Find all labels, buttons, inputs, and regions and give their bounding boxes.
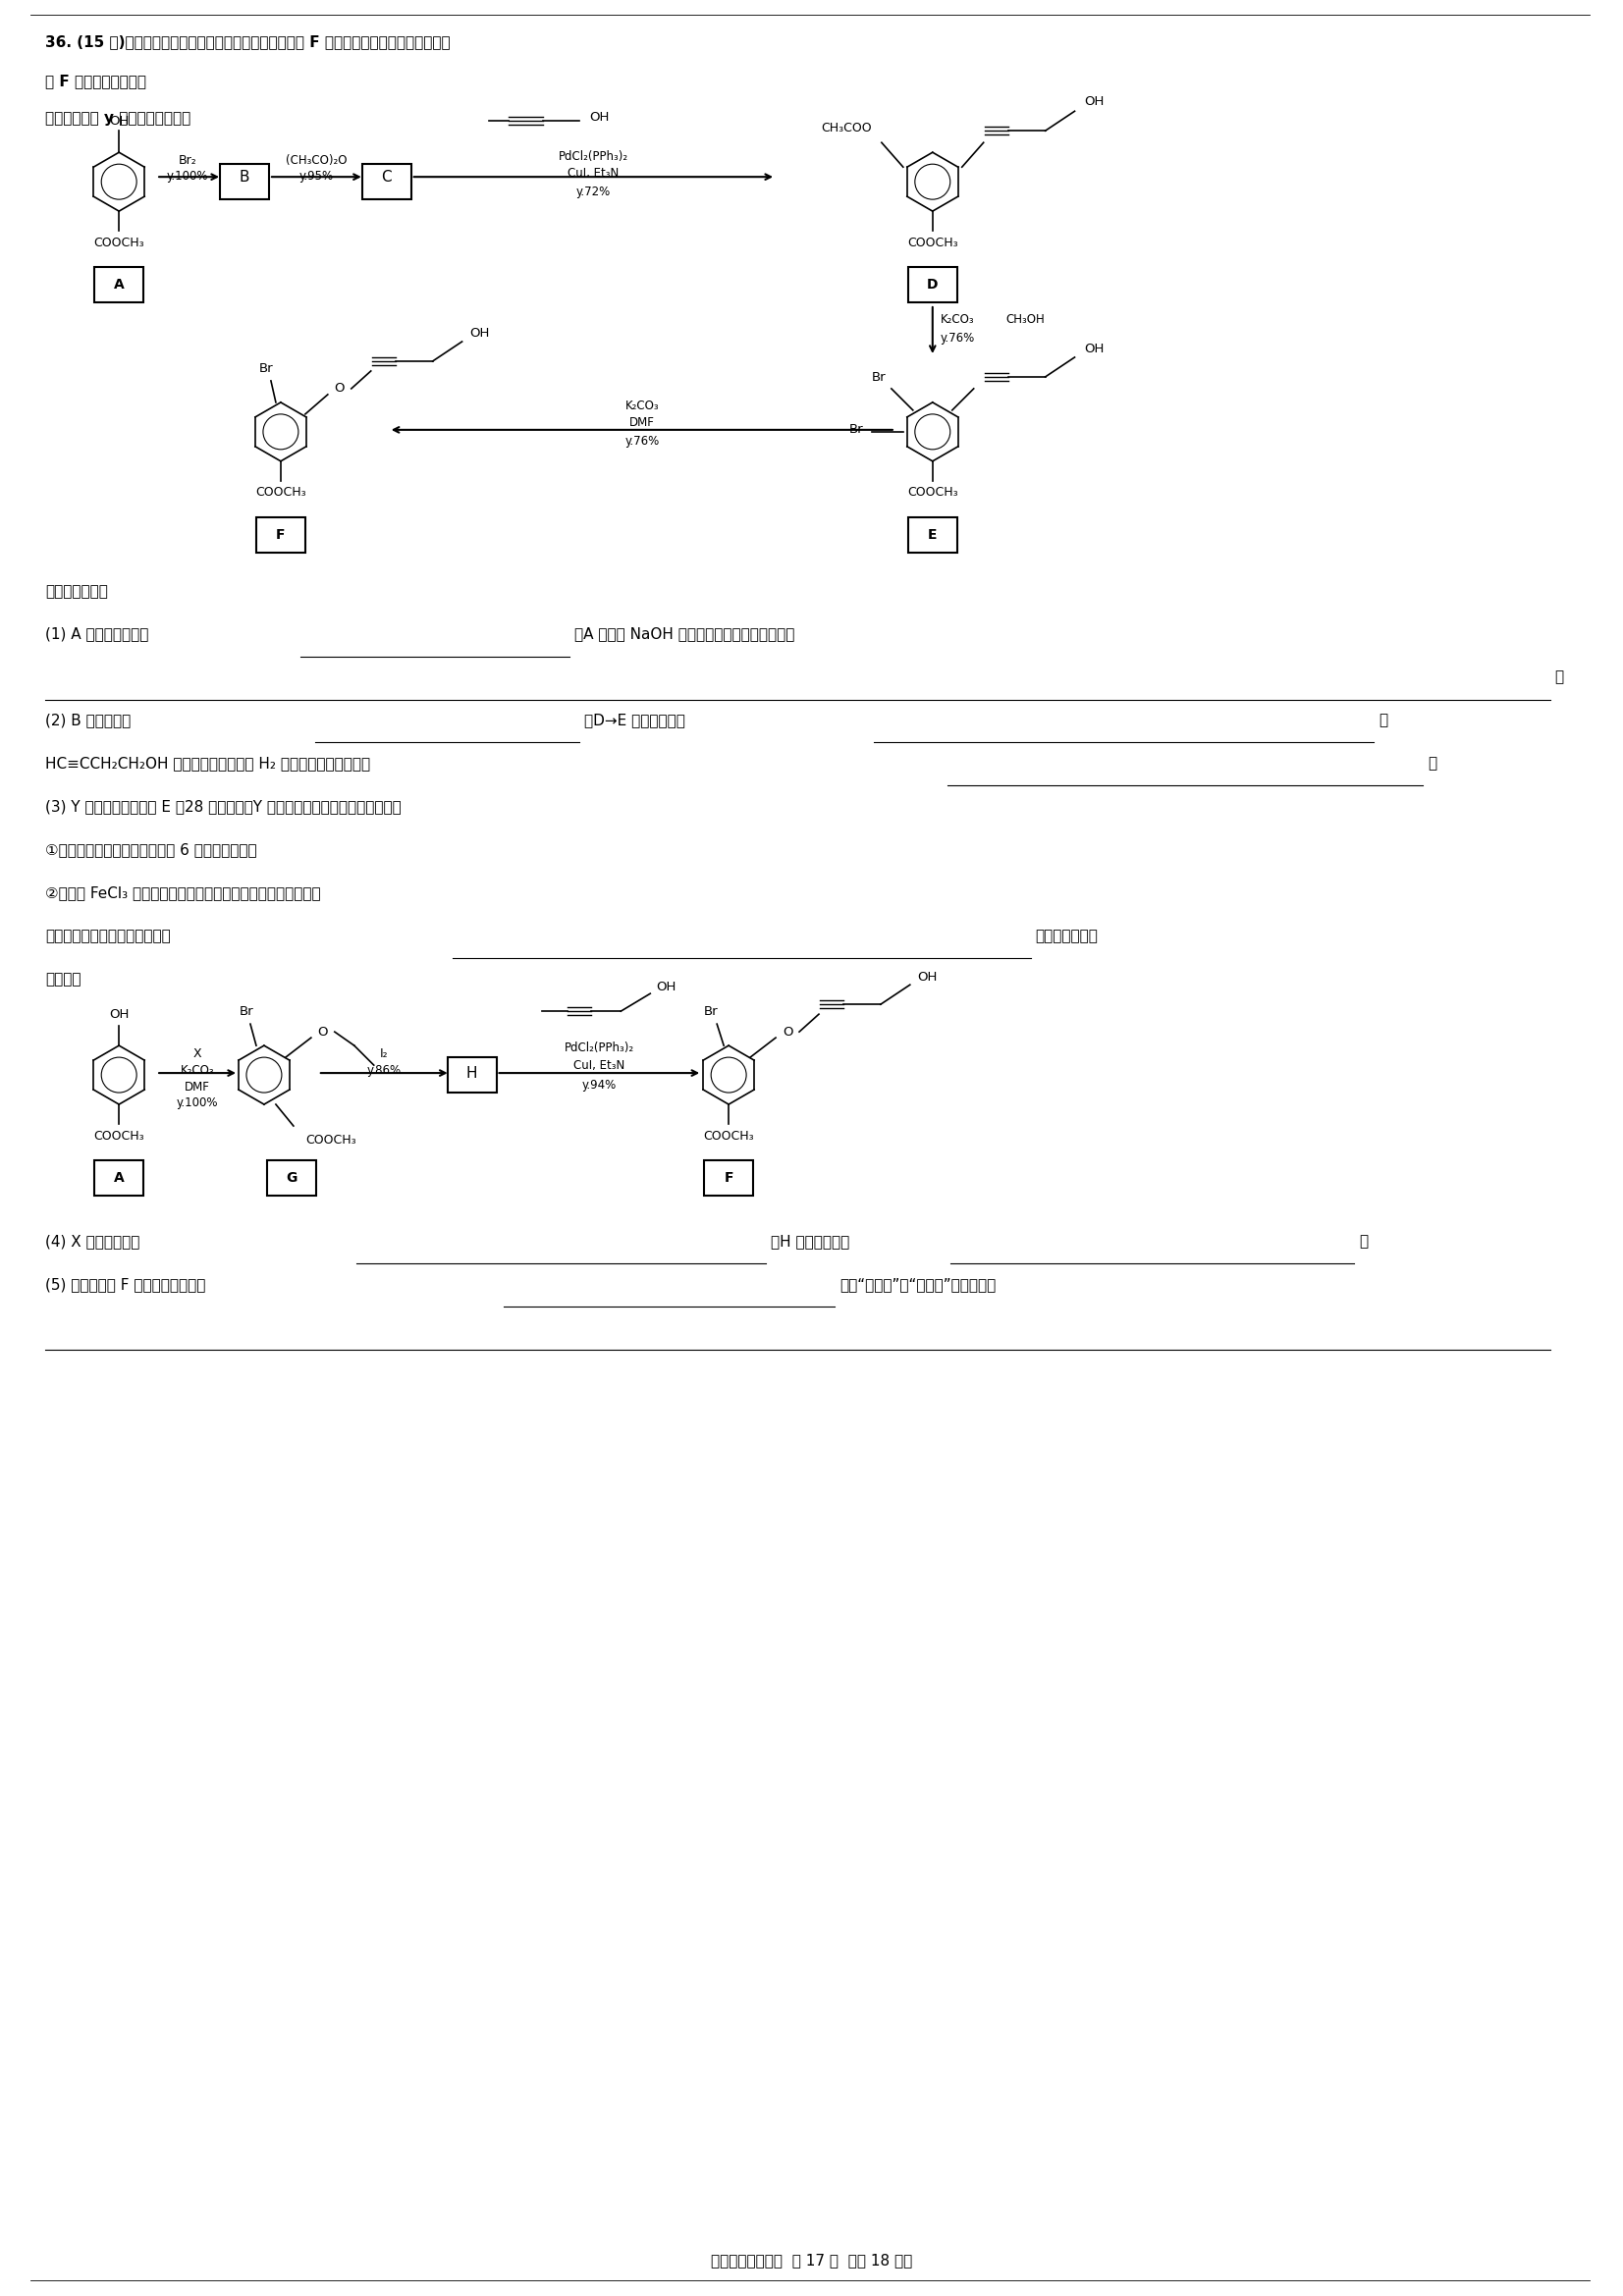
Text: B: B [239,170,250,184]
Text: ，: ， [1378,714,1388,728]
Text: 写出该同分异构体的结构简式：: 写出该同分异构体的结构简式： [45,930,170,944]
Text: I₂: I₂ [380,1047,388,1061]
Text: 。: 。 [1358,1233,1368,1249]
Text: G: G [286,1171,297,1185]
Bar [221,163,269,200]
Text: y.72%: y.72% [576,186,610,197]
Text: CuI, Et₃N: CuI, Et₃N [568,168,618,179]
Bar [94,266,143,303]
Text: Br: Br [704,1006,719,1017]
Text: COOCH₃: COOCH₃ [907,487,958,498]
Text: K₂CO₃: K₂CO₃ [625,400,659,413]
Text: 是 F 的两种合成路线：: 是 F 的两种合成路线： [45,73,146,90]
Text: OH: OH [589,110,609,124]
Text: 。: 。 [1555,670,1565,684]
Text: X: X [193,1047,201,1061]
Text: ②不能与 FeCl₃ 发生显色反应，但水解产物之一能发生此反应；: ②不能与 FeCl₃ 发生显色反应，但水解产物之一能发生此反应； [45,886,321,900]
Text: OH: OH [656,980,675,994]
Bar [907,266,958,303]
Text: A: A [114,278,125,292]
Text: K₂CO₃: K₂CO₃ [180,1063,214,1077]
Text: y.100%: y.100% [177,1095,217,1109]
Text: 路线一（图中 y 表示每步产率）：: 路线一（图中 y 表示每步产率）： [45,110,192,126]
Bar [268,1159,316,1196]
Text: y.86%: y.86% [367,1063,401,1077]
Text: ，A 与足量 NaOH 溨液反应的化学反应方程式是: ，A 与足量 NaOH 溨液反应的化学反应方程式是 [575,627,795,641]
Text: （任写一种）。: （任写一种）。 [1035,930,1099,944]
Text: Br: Br [258,363,273,377]
Text: (2) B 的分子式是: (2) B 的分子式是 [45,714,131,728]
Text: O: O [782,1026,792,1038]
Text: OH: OH [109,1008,128,1019]
Text: 36. (15 分)盐酸奥洛他定是一类高效抗过敏药物，化合物 F 是合成该类药物的中间体。以下: 36. (15 分)盐酸奥洛他定是一类高效抗过敏药物，化合物 F 是合成该类药物… [45,34,451,51]
Text: (5) 合成化合物 F 最好选用哪种路线: (5) 合成化合物 F 最好选用哪种路线 [45,1277,206,1293]
Text: CH₃COO: CH₃COO [821,122,872,133]
Text: K₂CO₃: K₂CO₃ [940,312,974,326]
Text: y.94%: y.94% [583,1079,617,1091]
Text: C: C [381,170,391,184]
Text: 回答下列问题：: 回答下列问题： [45,583,109,599]
Text: F: F [724,1171,734,1185]
Text: y.95%: y.95% [299,170,333,181]
Text: PdCl₂(PPh₃)₂: PdCl₂(PPh₃)₂ [565,1040,635,1054]
Text: 。: 。 [1428,755,1436,771]
Text: Br: Br [849,422,863,436]
Text: y.100%: y.100% [167,170,208,181]
Text: COOCH₃: COOCH₃ [255,487,307,498]
Text: COOCH₃: COOCH₃ [907,236,958,248]
Text: CuI, Et₃N: CuI, Et₃N [573,1058,625,1072]
Bar [362,163,411,200]
Bar [448,1058,497,1093]
Text: ，D→E 的反应类型为: ，D→E 的反应类型为 [584,714,685,728]
Text: OH: OH [1084,94,1104,108]
Text: （填“路线一”或“路线二”）。原因是: （填“路线一”或“路线二”）。原因是 [839,1277,997,1293]
Text: OH: OH [1084,342,1104,356]
Text: F: F [276,528,286,542]
Text: O: O [334,381,344,395]
Text: 路线二：: 路线二： [45,971,81,987]
Text: (4) X 的结构简式为: (4) X 的结构简式为 [45,1233,140,1249]
Text: CH₃OH: CH₃OH [1006,312,1045,326]
Text: (CH₃CO)₂O: (CH₃CO)₂O [286,154,347,168]
Bar [256,517,305,553]
Text: H: H [466,1065,477,1081]
Text: OH: OH [917,971,938,983]
Text: E: E [928,528,936,542]
Text: 理科综合能力测试  第 17 页  （共 18 页）: 理科综合能力测试 第 17 页 （共 18 页） [711,2252,912,2268]
Text: DMF: DMF [630,416,654,429]
Text: DMF: DMF [185,1081,209,1093]
Bar [907,517,958,553]
Text: D: D [927,278,938,292]
Text: ，H 的结构简式为: ，H 的结构简式为 [771,1233,849,1249]
Text: y.76%: y.76% [625,436,659,448]
Text: COOCH₃: COOCH₃ [703,1130,755,1141]
Text: OH: OH [469,328,490,340]
Text: Br: Br [872,372,886,383]
Text: HC≡CCH₂CH₂OH 在一定条件下与足量 H₂ 反应所得产物的名称为: HC≡CCH₂CH₂OH 在一定条件下与足量 H₂ 反应所得产物的名称为 [45,755,370,771]
Bar [94,1159,143,1196]
Text: Br: Br [239,1006,253,1017]
Text: Br₂: Br₂ [179,154,196,168]
Text: y.76%: y.76% [940,333,975,344]
Text: PdCl₂(PPh₃)₂: PdCl₂(PPh₃)₂ [558,149,628,163]
Text: OH: OH [109,115,128,126]
Text: COOCH₃: COOCH₃ [94,236,144,248]
Text: (3) Y 为相对分子质量比 E 少28 的同系物，Y 的一种同分异构体满足下列条件：: (3) Y 为相对分子质量比 E 少28 的同系物，Y 的一种同分异构体满足下列… [45,799,401,815]
Text: ①属于芳香族化合物，分子中有 6 个碳原子共线；: ①属于芳香族化合物，分子中有 6 个碳原子共线； [45,843,256,856]
Text: (1) A 中官能团名称是: (1) A 中官能团名称是 [45,627,149,641]
Text: A: A [114,1171,125,1185]
Bar [704,1159,753,1196]
Text: COOCH₃: COOCH₃ [94,1130,144,1141]
Text: COOCH₃: COOCH₃ [305,1134,355,1146]
Text: O: O [318,1026,328,1038]
